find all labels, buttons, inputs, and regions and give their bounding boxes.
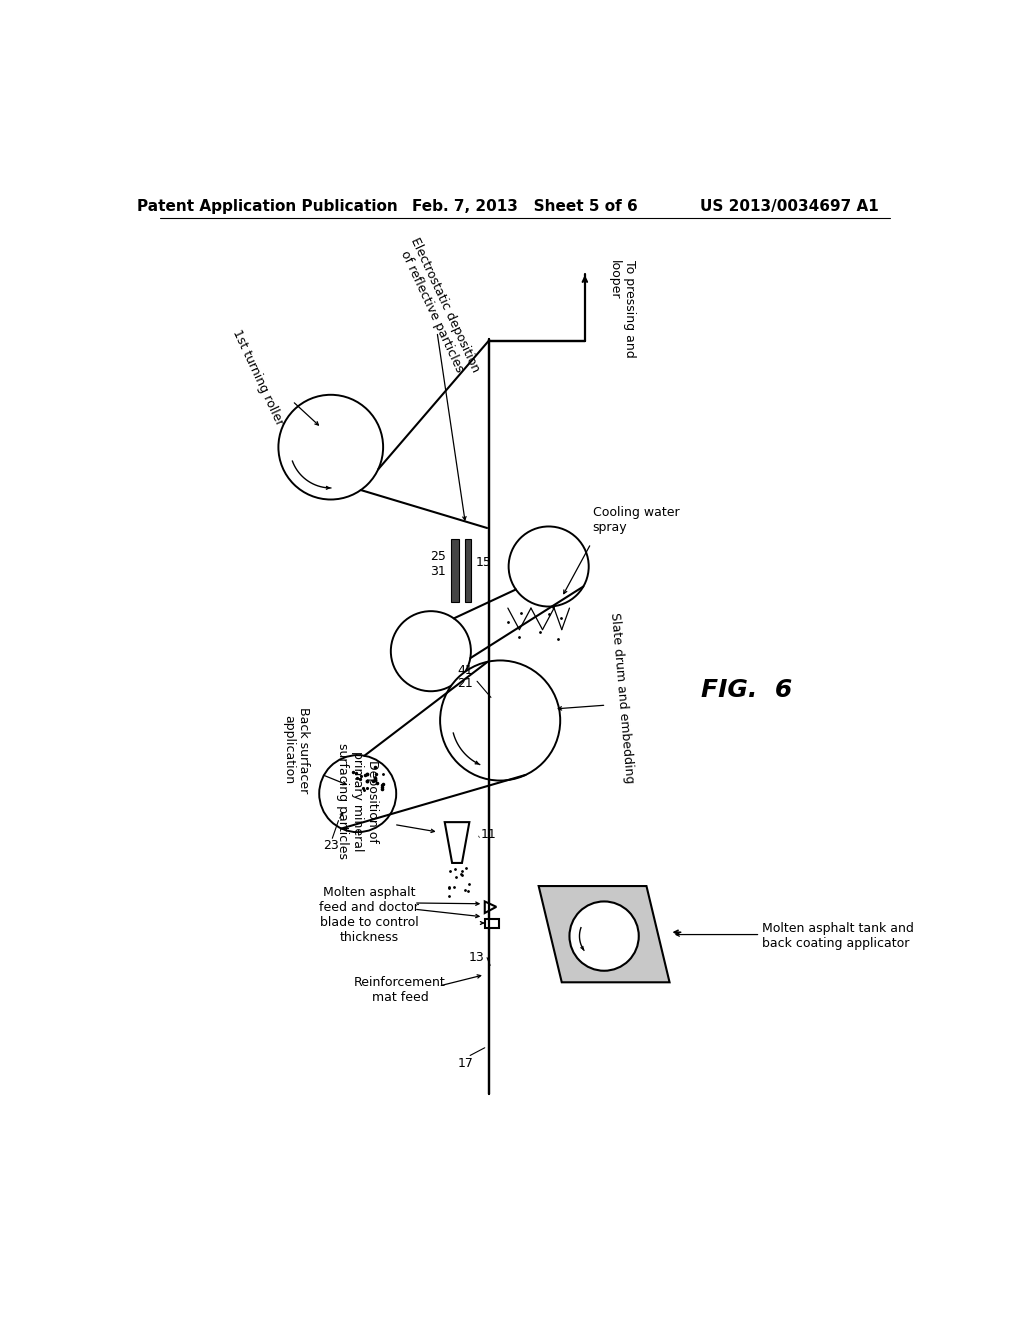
Circle shape [440,660,560,780]
Text: To pressing and
looper: To pressing and looper [608,260,636,358]
Text: 23: 23 [323,838,339,851]
Circle shape [319,755,396,832]
Bar [465,539,471,602]
Polygon shape [539,886,670,982]
Text: 41: 41 [458,664,473,677]
Circle shape [569,902,639,970]
Polygon shape [484,902,497,913]
Text: Deposition of
primary mineral
surfacing particles: Deposition of primary mineral surfacing … [336,743,379,859]
Text: 31: 31 [430,565,446,578]
Text: Patent Application Publication: Patent Application Publication [137,198,398,214]
Text: Reinforcement
mat feed: Reinforcement mat feed [354,975,445,1005]
Bar [451,539,459,602]
Text: Molten asphalt tank and
back coating applicator: Molten asphalt tank and back coating app… [762,923,913,950]
Text: Cooling water
spray: Cooling water spray [593,507,679,535]
Circle shape [279,395,383,499]
Circle shape [391,611,471,692]
Text: Molten asphalt
feed and doctor
blade to control
thickness: Molten asphalt feed and doctor blade to … [319,886,419,944]
Text: 15: 15 [475,556,492,569]
Text: 17: 17 [458,1056,473,1069]
Text: FIG.  6: FIG. 6 [701,677,793,702]
Text: US 2013/0034697 A1: US 2013/0034697 A1 [699,198,879,214]
Text: 21: 21 [458,677,473,690]
Text: Back surfacer
application: Back surfacer application [282,706,310,793]
Circle shape [509,527,589,607]
Text: 1st turning roller: 1st turning roller [229,327,286,428]
Text: Electrostatic deposition
of reflective particles: Electrostatic deposition of reflective p… [395,236,482,381]
Text: 13: 13 [469,952,484,964]
Text: 25: 25 [430,550,446,564]
Text: Slate drum and embedding: Slate drum and embedding [608,611,636,783]
Text: 11: 11 [481,828,497,841]
Polygon shape [444,822,469,863]
Text: Feb. 7, 2013   Sheet 5 of 6: Feb. 7, 2013 Sheet 5 of 6 [412,198,638,214]
Bar [484,919,499,928]
